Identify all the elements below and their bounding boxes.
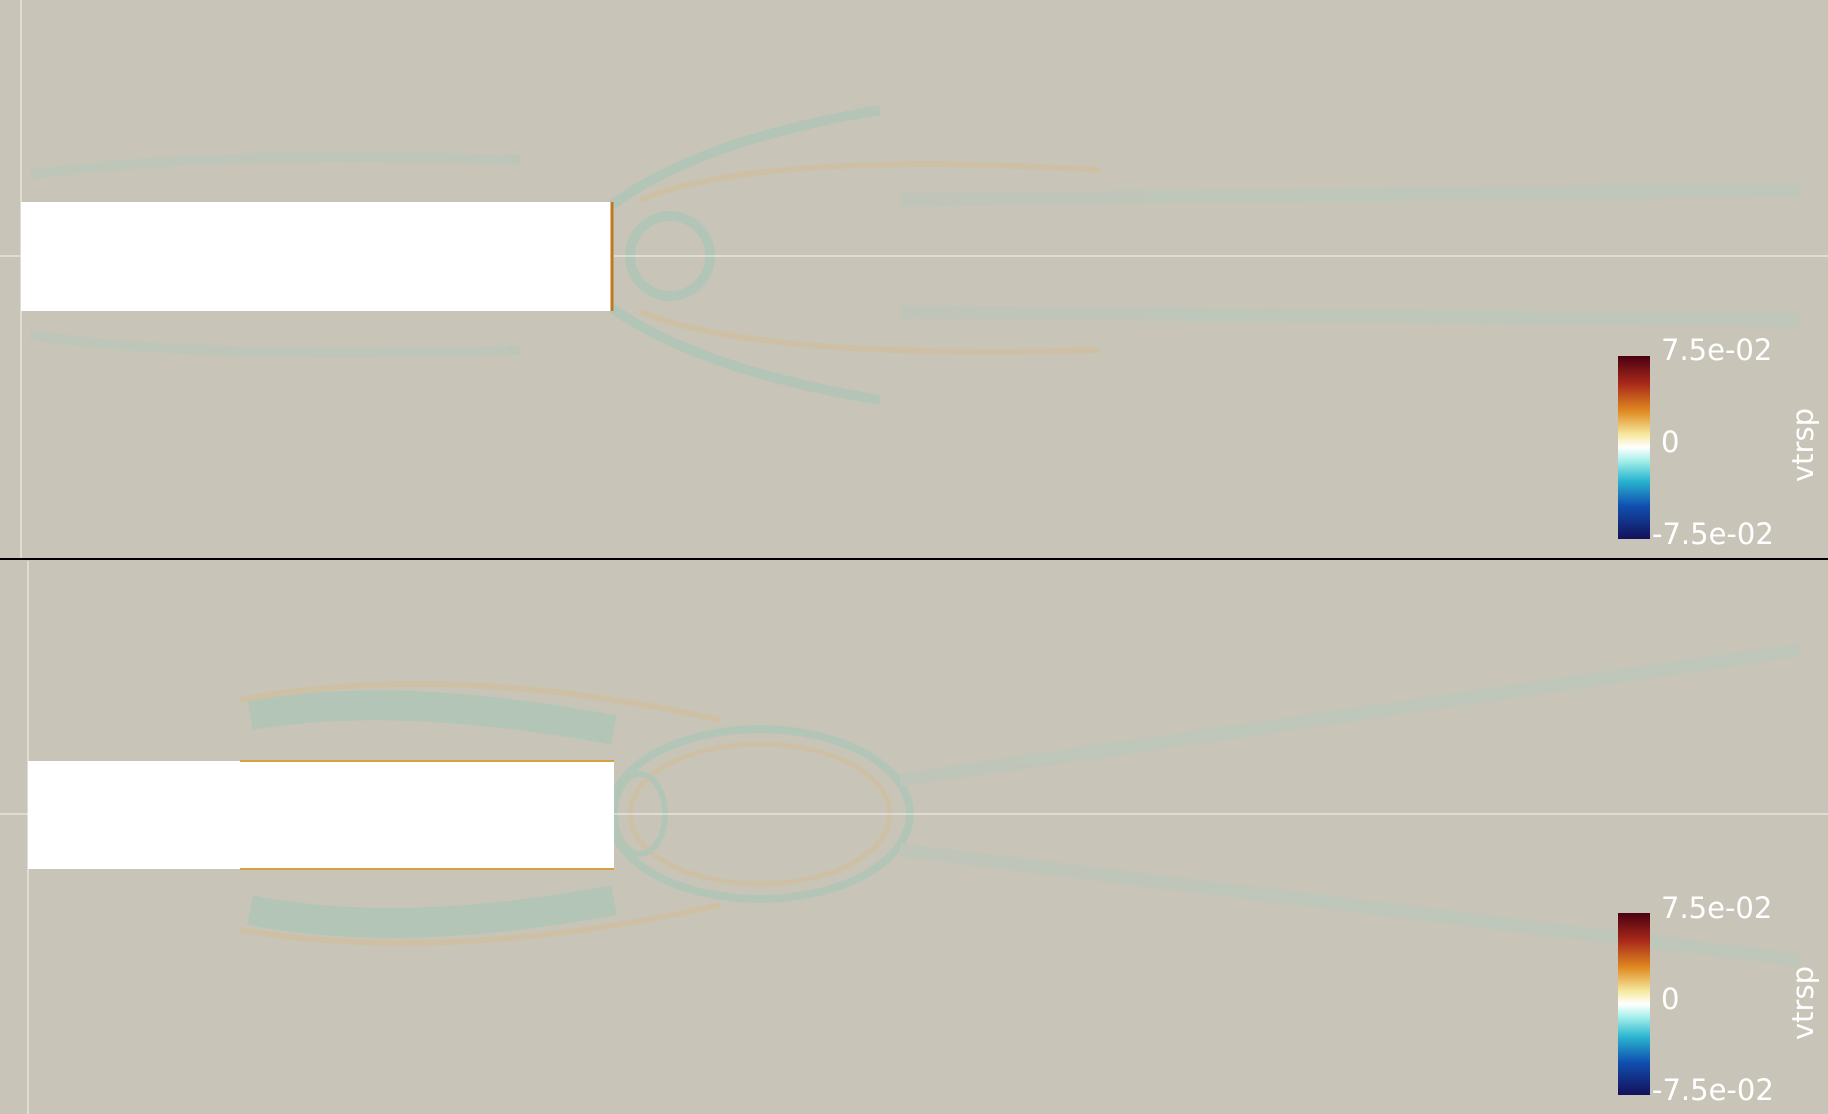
color-bar-min: -7.5e-02: [1652, 517, 1774, 551]
color-bar: [1618, 913, 1650, 1095]
color-bar-max: 7.5e-02: [1661, 333, 1772, 367]
view-bottom: 7.5e-02 0 -7.5e-02 vtrsp: [0, 561, 1828, 1114]
color-bar-title: vtrsp: [1786, 408, 1820, 482]
color-bar-max: 7.5e-02: [1661, 891, 1772, 925]
color-bar-title: vtrsp: [1786, 966, 1820, 1040]
view-top: 7.5e-02 0 -7.5e-02 vtrsp: [0, 0, 1828, 559]
color-bar-min: -7.5e-02: [1652, 1073, 1774, 1107]
color-bar-mid: 0: [1661, 982, 1679, 1016]
flow-field: [29, 105, 1801, 405]
solid-body: [28, 761, 614, 869]
color-bar-mid: 0: [1661, 425, 1679, 459]
color-bar: [1618, 356, 1650, 539]
solid-body: [21, 202, 612, 311]
